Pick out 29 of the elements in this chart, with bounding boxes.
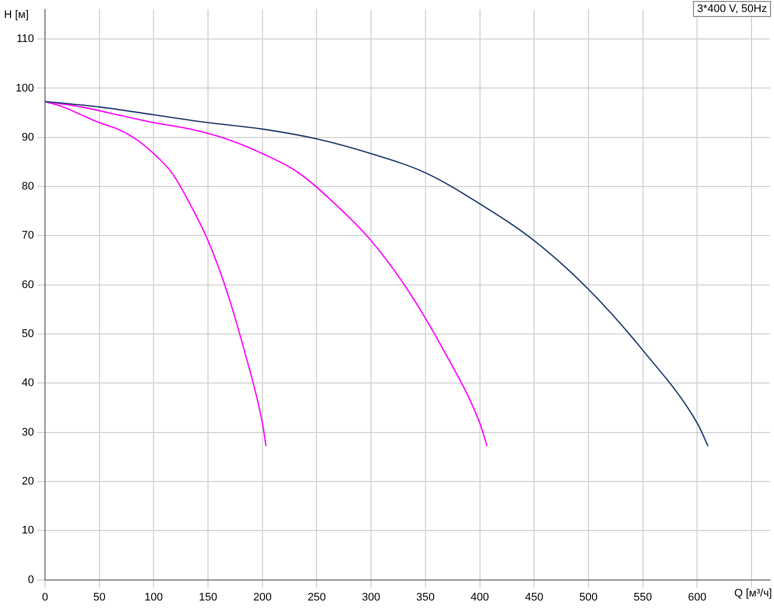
y-tick-label: 0: [28, 574, 34, 586]
y-tick-label: 30: [22, 426, 34, 438]
x-tick-label: 300: [362, 591, 380, 604]
x-tick-label: 400: [470, 591, 489, 604]
y-tick-label: 80: [22, 180, 34, 193]
x-tick-label: 250: [308, 591, 326, 604]
x-tick-label: 550: [634, 591, 652, 604]
y-tick-label: 70: [22, 230, 34, 242]
y-tick-label: 50: [22, 328, 34, 340]
x-tick-label: 450: [524, 591, 544, 604]
x-tick-label: 150: [198, 591, 218, 604]
y-tick-label: 90: [22, 131, 34, 144]
line-series: [45, 100, 709, 447]
x-tick-label: 500: [579, 591, 598, 604]
x-tick-label: 350: [416, 591, 435, 604]
y-tick-label: 20: [22, 476, 34, 488]
annotation: 3*400 V, 50Hz: [693, 1, 771, 17]
y-tick-label: 60: [22, 278, 34, 291]
x-tick-label: 0: [42, 591, 48, 604]
x-tick-label: 600: [688, 591, 706, 604]
x-tick-label: 50: [93, 591, 106, 604]
x-tick-label: 200: [253, 591, 272, 604]
y-tick-label: 100: [16, 82, 34, 94]
y-tick-label: 40: [22, 377, 34, 390]
y-tick-label: 110: [16, 33, 34, 46]
y-axis-title: H [м]: [4, 9, 29, 22]
y-tick-label: 10: [22, 524, 34, 537]
x-axis-title: Q [м³/ч]: [734, 587, 772, 600]
x-tick-label: 100: [144, 591, 163, 604]
